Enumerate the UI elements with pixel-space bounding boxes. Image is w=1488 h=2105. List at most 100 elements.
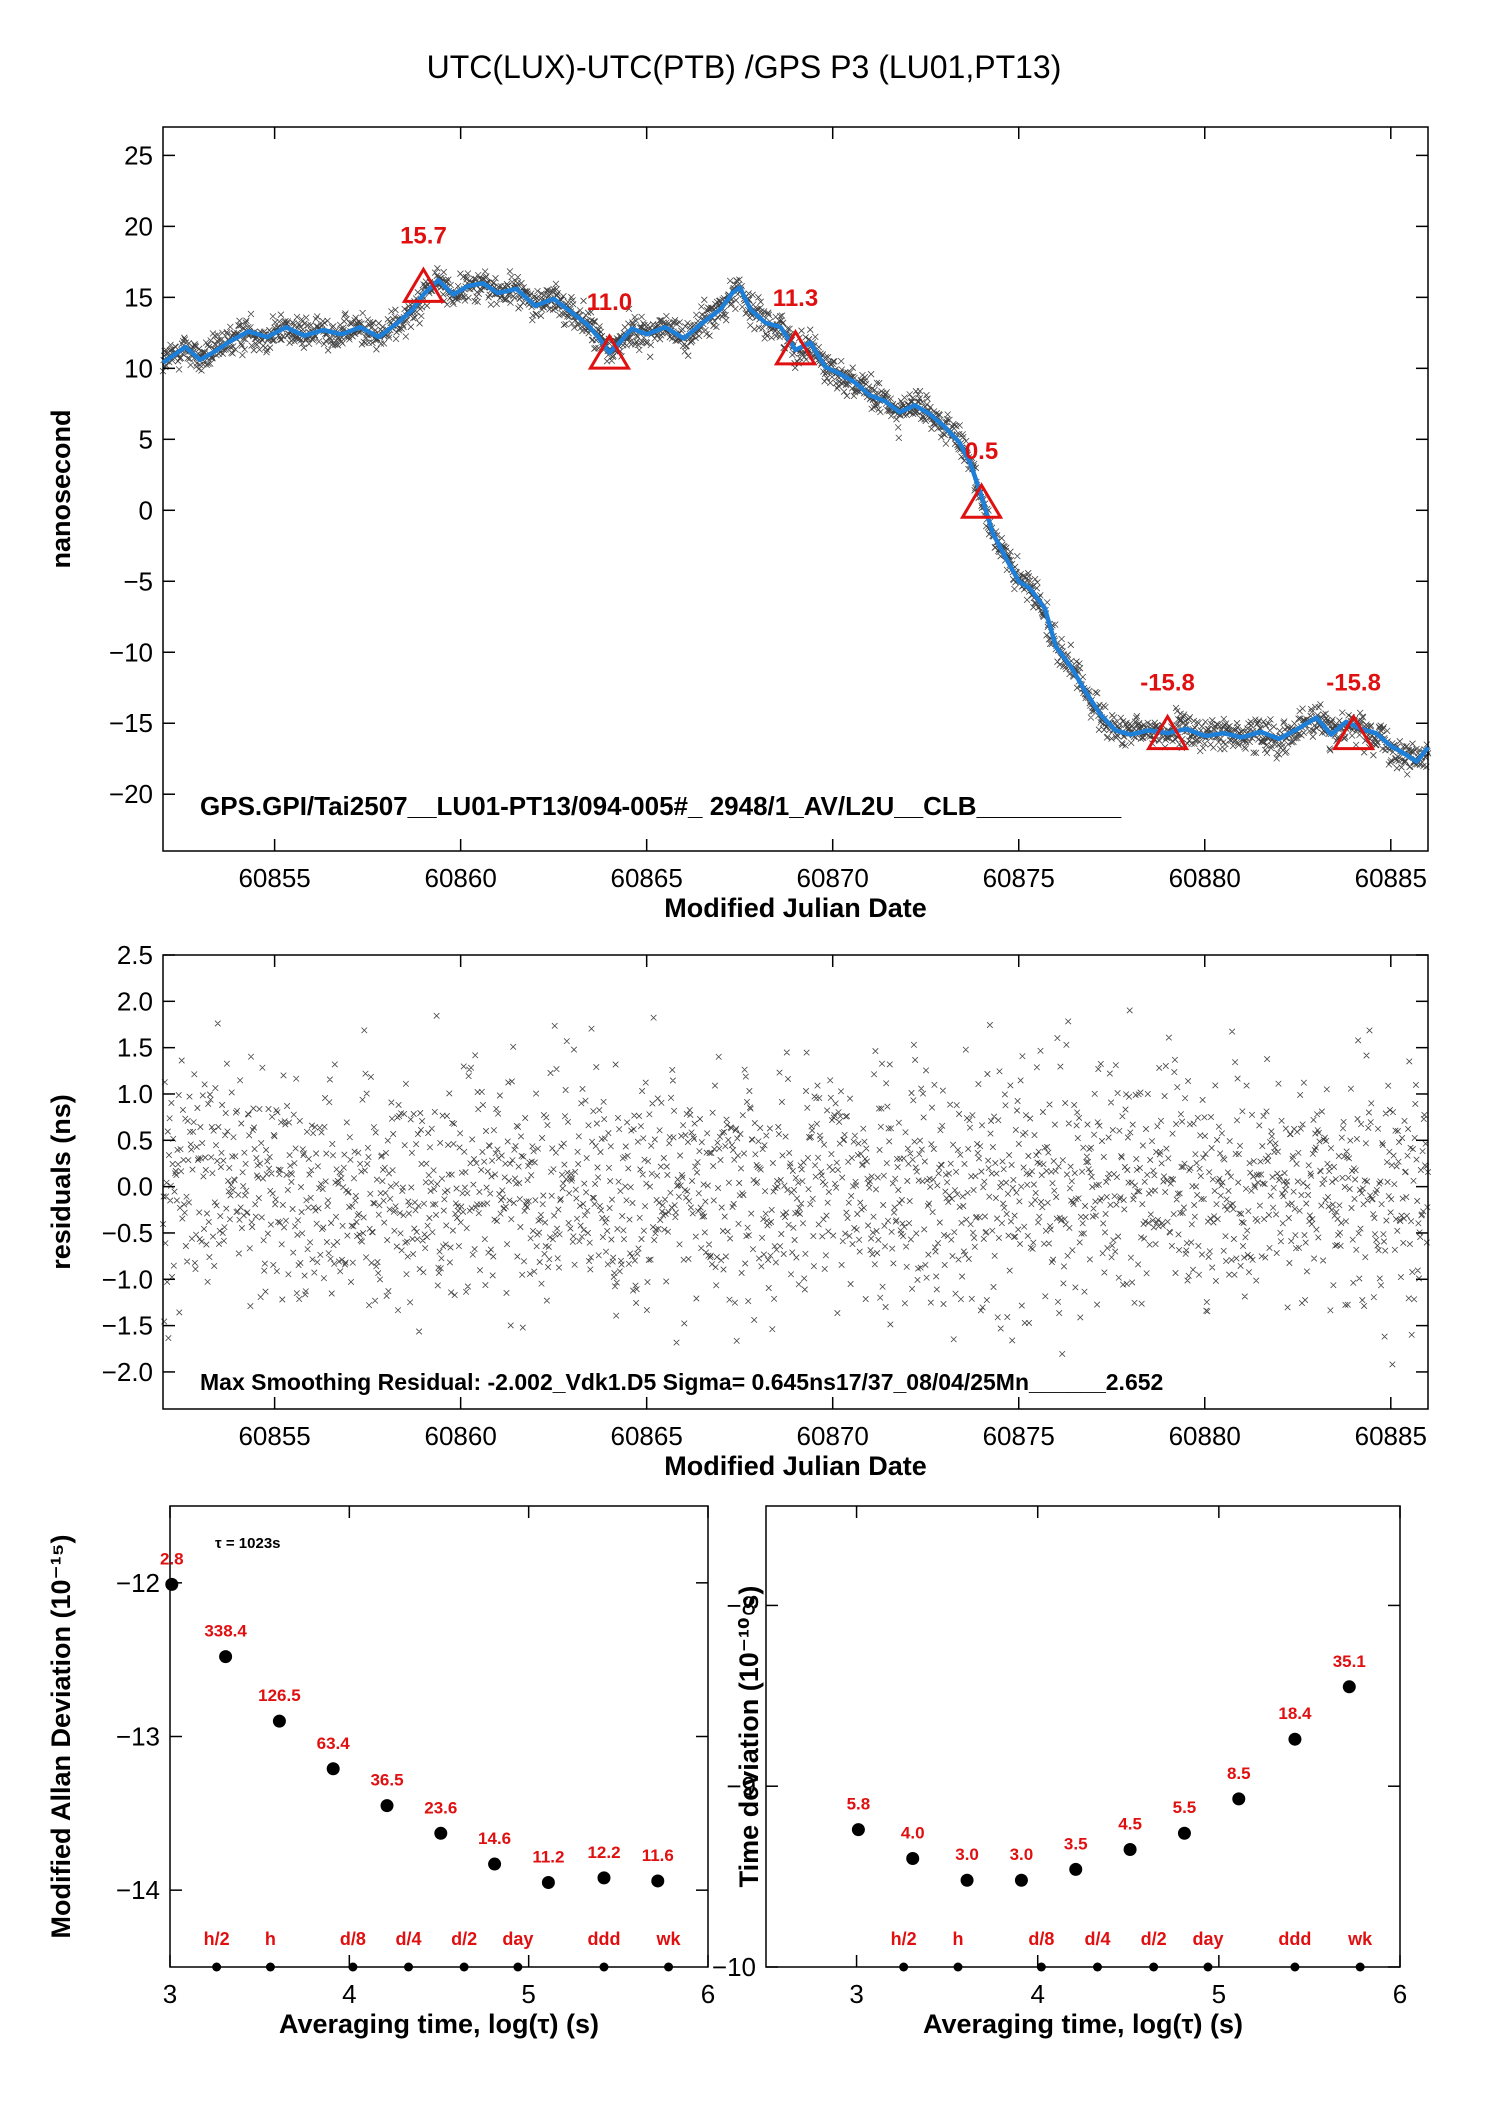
y-tick-label: −13: [116, 1722, 160, 1752]
plot-frame: [765, 1505, 1401, 1968]
x-tick-label: 60870: [797, 1421, 869, 1451]
x-tick-label: 60875: [983, 1421, 1055, 1451]
residuals-chart: 60855 60860 60865 60870 60875 60880 60885 2.5 2.…: [46, 940, 1432, 1481]
deviation-value-label: 4.5: [1118, 1814, 1142, 1833]
y-axis-label: Modified Allan Deviation (10⁻¹⁵): [46, 1535, 76, 1939]
x-tick-label: 6: [1393, 1979, 1407, 2009]
y-tick-label: −1.0: [102, 1264, 153, 1294]
y-tick-label: −0.5: [102, 1218, 153, 1248]
deviation-point: [1069, 1862, 1083, 1876]
x-axis-label: Modified Julian Date: [664, 1451, 927, 1481]
x-tick-label: 60885: [1355, 1421, 1427, 1451]
deviation-value-label: 14.6: [478, 1829, 511, 1848]
x-tick-label: 60885: [1355, 863, 1427, 893]
x-tick-label: 5: [521, 1979, 535, 2009]
period-label: ddd: [587, 1929, 620, 1949]
y-tick-label: 20: [124, 211, 153, 241]
page-title: UTC(LUX)-UTC(PTB) /GPS P3 (LU01,PT13): [427, 49, 1062, 85]
annotation-smoothing-info: Max Smoothing Residual: -2.002_Vdk1.D5 S…: [200, 1369, 1163, 1395]
y-tick-label: −14: [116, 1875, 160, 1905]
deviation-point: [165, 1577, 179, 1591]
deviation-value-label: 36.5: [370, 1771, 403, 1790]
deviation-point: [434, 1826, 448, 1840]
deviation-point: [1177, 1826, 1191, 1840]
period-label: h/2: [891, 1929, 917, 1949]
marker-value-label: -15.8: [1326, 670, 1381, 697]
x-tick-label: 60860: [424, 1421, 496, 1451]
deviation-point: [1232, 1792, 1246, 1806]
deviation-point: [1014, 1873, 1028, 1887]
modified-allan-deviation-chart: 3 4 5 6 −12 −13 −14 Averaging time, log(τ) (s) M…: [46, 1505, 715, 2039]
deviation-value-label: 11.2: [532, 1847, 564, 1866]
period-marker: [1036, 1962, 1046, 1972]
marker-value-label: 0.5: [965, 438, 998, 465]
x-tick-label: 4: [1030, 1979, 1044, 2009]
x-tick-label: 3: [163, 1979, 177, 2009]
period-label: h: [953, 1929, 964, 1949]
x-tick-label: 60880: [1169, 1421, 1241, 1451]
y-tick-label: −2.0: [102, 1357, 153, 1387]
x-tick-label: 6: [701, 1979, 715, 2009]
x-tick-label: 60865: [611, 863, 683, 893]
marker-value-label: 15.7: [400, 222, 447, 249]
marker-value-label: 11.0: [587, 289, 632, 316]
y-tick-label: 15: [124, 282, 153, 312]
period-label: d/2: [451, 1929, 477, 1949]
deviation-value-label: 2.8: [160, 1549, 184, 1568]
sample-marker: [1331, 713, 1376, 751]
deviation-point: [1123, 1842, 1137, 1856]
sample-marker: [959, 482, 1004, 519]
x-tick-label: 60855: [238, 1421, 310, 1451]
plot-frame: [162, 954, 1429, 1410]
deviation-value-label: 8.5: [1227, 1764, 1251, 1783]
period-marker: [953, 1962, 963, 1972]
deviation-value-label: 5.8: [847, 1795, 871, 1814]
period-label: h: [265, 1929, 276, 1949]
period-marker: [1355, 1962, 1365, 1972]
residual-points: [159, 1007, 1432, 1368]
deviation-value-label: 4.0: [901, 1824, 925, 1843]
smoothed-curve: [161, 278, 1430, 764]
marker-value-label: 11.3: [773, 285, 818, 312]
period-label: wk: [1347, 1929, 1373, 1949]
sample-marker: [773, 328, 818, 366]
y-tick-label: −15: [109, 708, 153, 738]
measurement-points: [159, 265, 1432, 778]
y-tick-label: −10: [109, 637, 153, 667]
deviation-point: [1288, 1732, 1302, 1746]
deviation-value-label: 18.4: [1278, 1704, 1312, 1723]
period-label: ddd: [1278, 1929, 1311, 1949]
period-marker: [1203, 1962, 1213, 1972]
y-tick-label: −20: [109, 779, 153, 809]
y-tick-label: −10: [712, 1952, 756, 1982]
deviation-value-label: 3.5: [1064, 1834, 1088, 1853]
y-tick-label: 5: [139, 424, 153, 454]
y-tick-label: −9: [726, 1771, 756, 1801]
deviation-point: [380, 1799, 394, 1813]
period-label: d/8: [1028, 1929, 1054, 1949]
y-tick-label: 1.0: [117, 1079, 153, 1109]
sample-marker: [1145, 713, 1190, 751]
deviation-value-label: 12.2: [587, 1843, 620, 1862]
period-marker: [513, 1962, 523, 1972]
deviation-value-label: 338.4: [204, 1622, 247, 1641]
x-axis-label: Averaging time, log(τ) (s): [279, 2009, 599, 2039]
period-marker: [265, 1962, 275, 1972]
period-label: day: [502, 1929, 533, 1949]
sample-marker: [587, 333, 632, 370]
y-tick-label: 2.0: [117, 986, 153, 1016]
y-tick-label: −5: [123, 566, 153, 596]
x-tick-label: 4: [342, 1979, 356, 2009]
y-tick-label: −8: [726, 1590, 756, 1620]
y-tick-label: 0: [139, 495, 153, 525]
y-tick-label: 25: [124, 140, 153, 170]
deviation-value-label: 11.6: [642, 1846, 674, 1865]
period-marker: [1092, 1962, 1102, 1972]
deviation-point: [651, 1874, 665, 1888]
period-marker: [404, 1962, 414, 1972]
y-tick-label: 1.5: [117, 1033, 153, 1063]
deviation-value-label: 3.0: [955, 1845, 979, 1864]
period-marker: [212, 1962, 222, 1972]
deviation-point: [488, 1857, 502, 1871]
